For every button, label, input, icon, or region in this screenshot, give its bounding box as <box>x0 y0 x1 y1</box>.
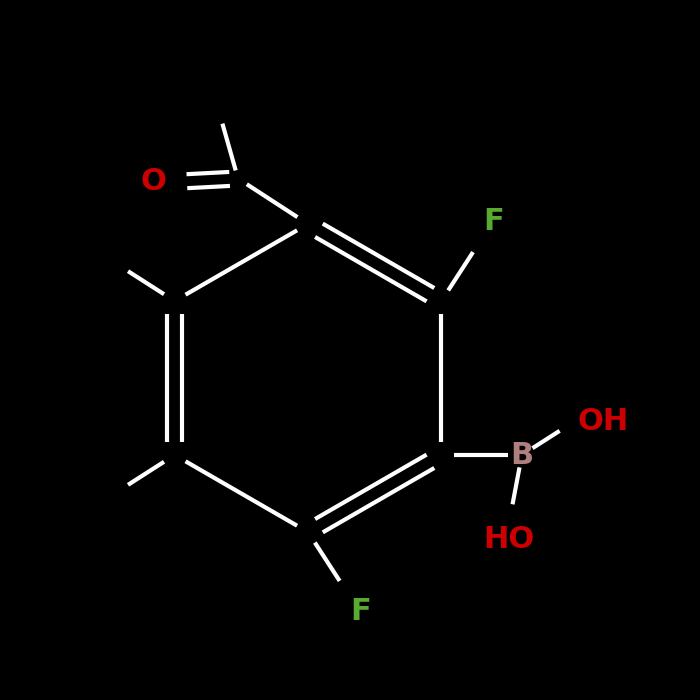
Text: B: B <box>510 440 533 470</box>
Text: OH: OH <box>578 407 629 436</box>
Text: HO: HO <box>484 525 535 554</box>
Text: O: O <box>140 167 166 197</box>
Text: F: F <box>484 207 504 236</box>
Text: F: F <box>350 597 371 626</box>
